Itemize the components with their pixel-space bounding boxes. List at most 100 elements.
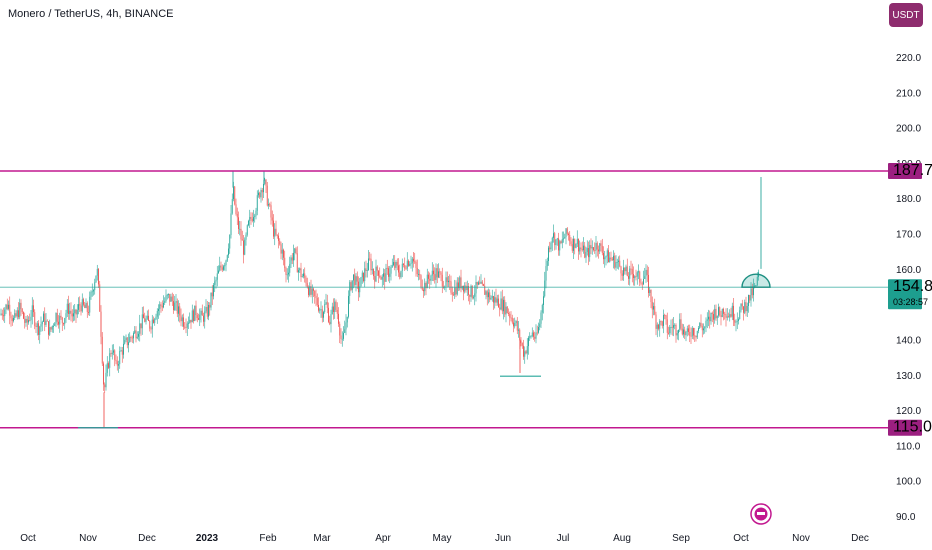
candle-body (328, 307, 329, 322)
candle-body (280, 244, 282, 254)
candle-body (455, 287, 457, 295)
candle-body (668, 332, 669, 334)
candle-body (551, 237, 553, 243)
candle-body (175, 301, 177, 303)
y-tick-label: 170.0 (896, 230, 921, 241)
candle-body (705, 320, 707, 328)
candle-body (366, 270, 368, 271)
candle-body (615, 262, 617, 268)
candle-body (296, 253, 298, 273)
candle-body (633, 274, 634, 278)
candle-body (496, 298, 498, 303)
candle-body (16, 310, 18, 317)
candle-body (616, 261, 618, 263)
candle-body (595, 243, 597, 251)
candle-body (420, 275, 422, 288)
candle-body (524, 351, 526, 357)
candle-body (6, 304, 8, 309)
candle-body (0, 313, 2, 315)
candle-body (73, 313, 74, 317)
candle-body (608, 250, 609, 263)
candle-body (694, 335, 696, 337)
candle-body (238, 217, 239, 229)
candle-body (34, 312, 36, 327)
candle-body (715, 308, 717, 319)
level-lines[interactable] (0, 170, 888, 429)
candle-body (338, 313, 339, 324)
candle-body (79, 304, 81, 306)
candle-body (53, 325, 54, 327)
resistance-price-tag: 187.7 (893, 162, 932, 179)
candle-body (411, 258, 413, 264)
candle-body (494, 297, 496, 303)
candle-body (206, 306, 208, 317)
candle-body (340, 335, 342, 339)
candle-body (313, 288, 314, 291)
candle-body (673, 325, 674, 328)
candle-body (686, 328, 688, 332)
candle-body (24, 318, 26, 323)
candle-body (454, 287, 456, 296)
x-tick-label: Nov (79, 533, 97, 544)
candle-body (526, 346, 528, 354)
candle-series (0, 171, 762, 428)
time-axis[interactable]: Oct Nov Dec 2023 Feb Mar Apr May Jun Jul Aug Sep Oct… (20, 533, 869, 544)
candle-body (533, 332, 534, 337)
candle-body (578, 238, 579, 252)
candle-body (650, 289, 652, 303)
candle-body (239, 228, 241, 230)
candle-body (729, 314, 731, 318)
candle-body (730, 314, 732, 317)
candle-body (643, 279, 644, 285)
candle-body (755, 285, 757, 286)
candle-body (523, 345, 524, 357)
candle-body (28, 320, 29, 323)
candle-body (601, 245, 603, 254)
candle-body (396, 261, 398, 266)
candle-body (575, 244, 577, 248)
candle-body (753, 286, 754, 296)
candle-body (618, 260, 619, 262)
candle-body (674, 324, 676, 326)
candle-body (660, 321, 662, 322)
candle-body (19, 302, 21, 318)
candle-body (485, 291, 487, 295)
candle-body (109, 353, 111, 368)
candle-body (330, 314, 332, 325)
candle-body (501, 298, 503, 312)
candle-body (10, 315, 12, 319)
candle-body (4, 309, 6, 317)
candle-body (386, 267, 388, 269)
candle-body (489, 292, 491, 300)
candle-body (610, 257, 612, 259)
candle-body (250, 216, 252, 219)
candle-body (645, 269, 647, 277)
candle-body (143, 314, 144, 319)
currency-button[interactable]: USDT (889, 3, 923, 27)
y-tick-label: 220.0 (896, 53, 921, 64)
x-tick-label: Oct (733, 533, 749, 544)
candle-body (710, 312, 712, 322)
candle-body (341, 338, 343, 340)
candle-body (476, 281, 478, 285)
candle-body (49, 327, 51, 335)
candle-body (401, 263, 403, 271)
candle-body (548, 247, 549, 262)
candle-body (600, 243, 602, 246)
candle-body (275, 228, 277, 235)
candle-body (433, 270, 434, 275)
candle-body (43, 313, 44, 322)
candle-body (541, 305, 543, 313)
candle-body (181, 317, 183, 322)
candle-body (204, 311, 206, 322)
candle-body (193, 310, 194, 321)
candle-body (484, 285, 486, 295)
candle-body (228, 248, 229, 256)
candle-body (416, 267, 418, 275)
candle-body (5, 304, 7, 310)
candle-body (336, 310, 338, 314)
candle-body (326, 302, 328, 308)
candle-body (756, 276, 758, 286)
